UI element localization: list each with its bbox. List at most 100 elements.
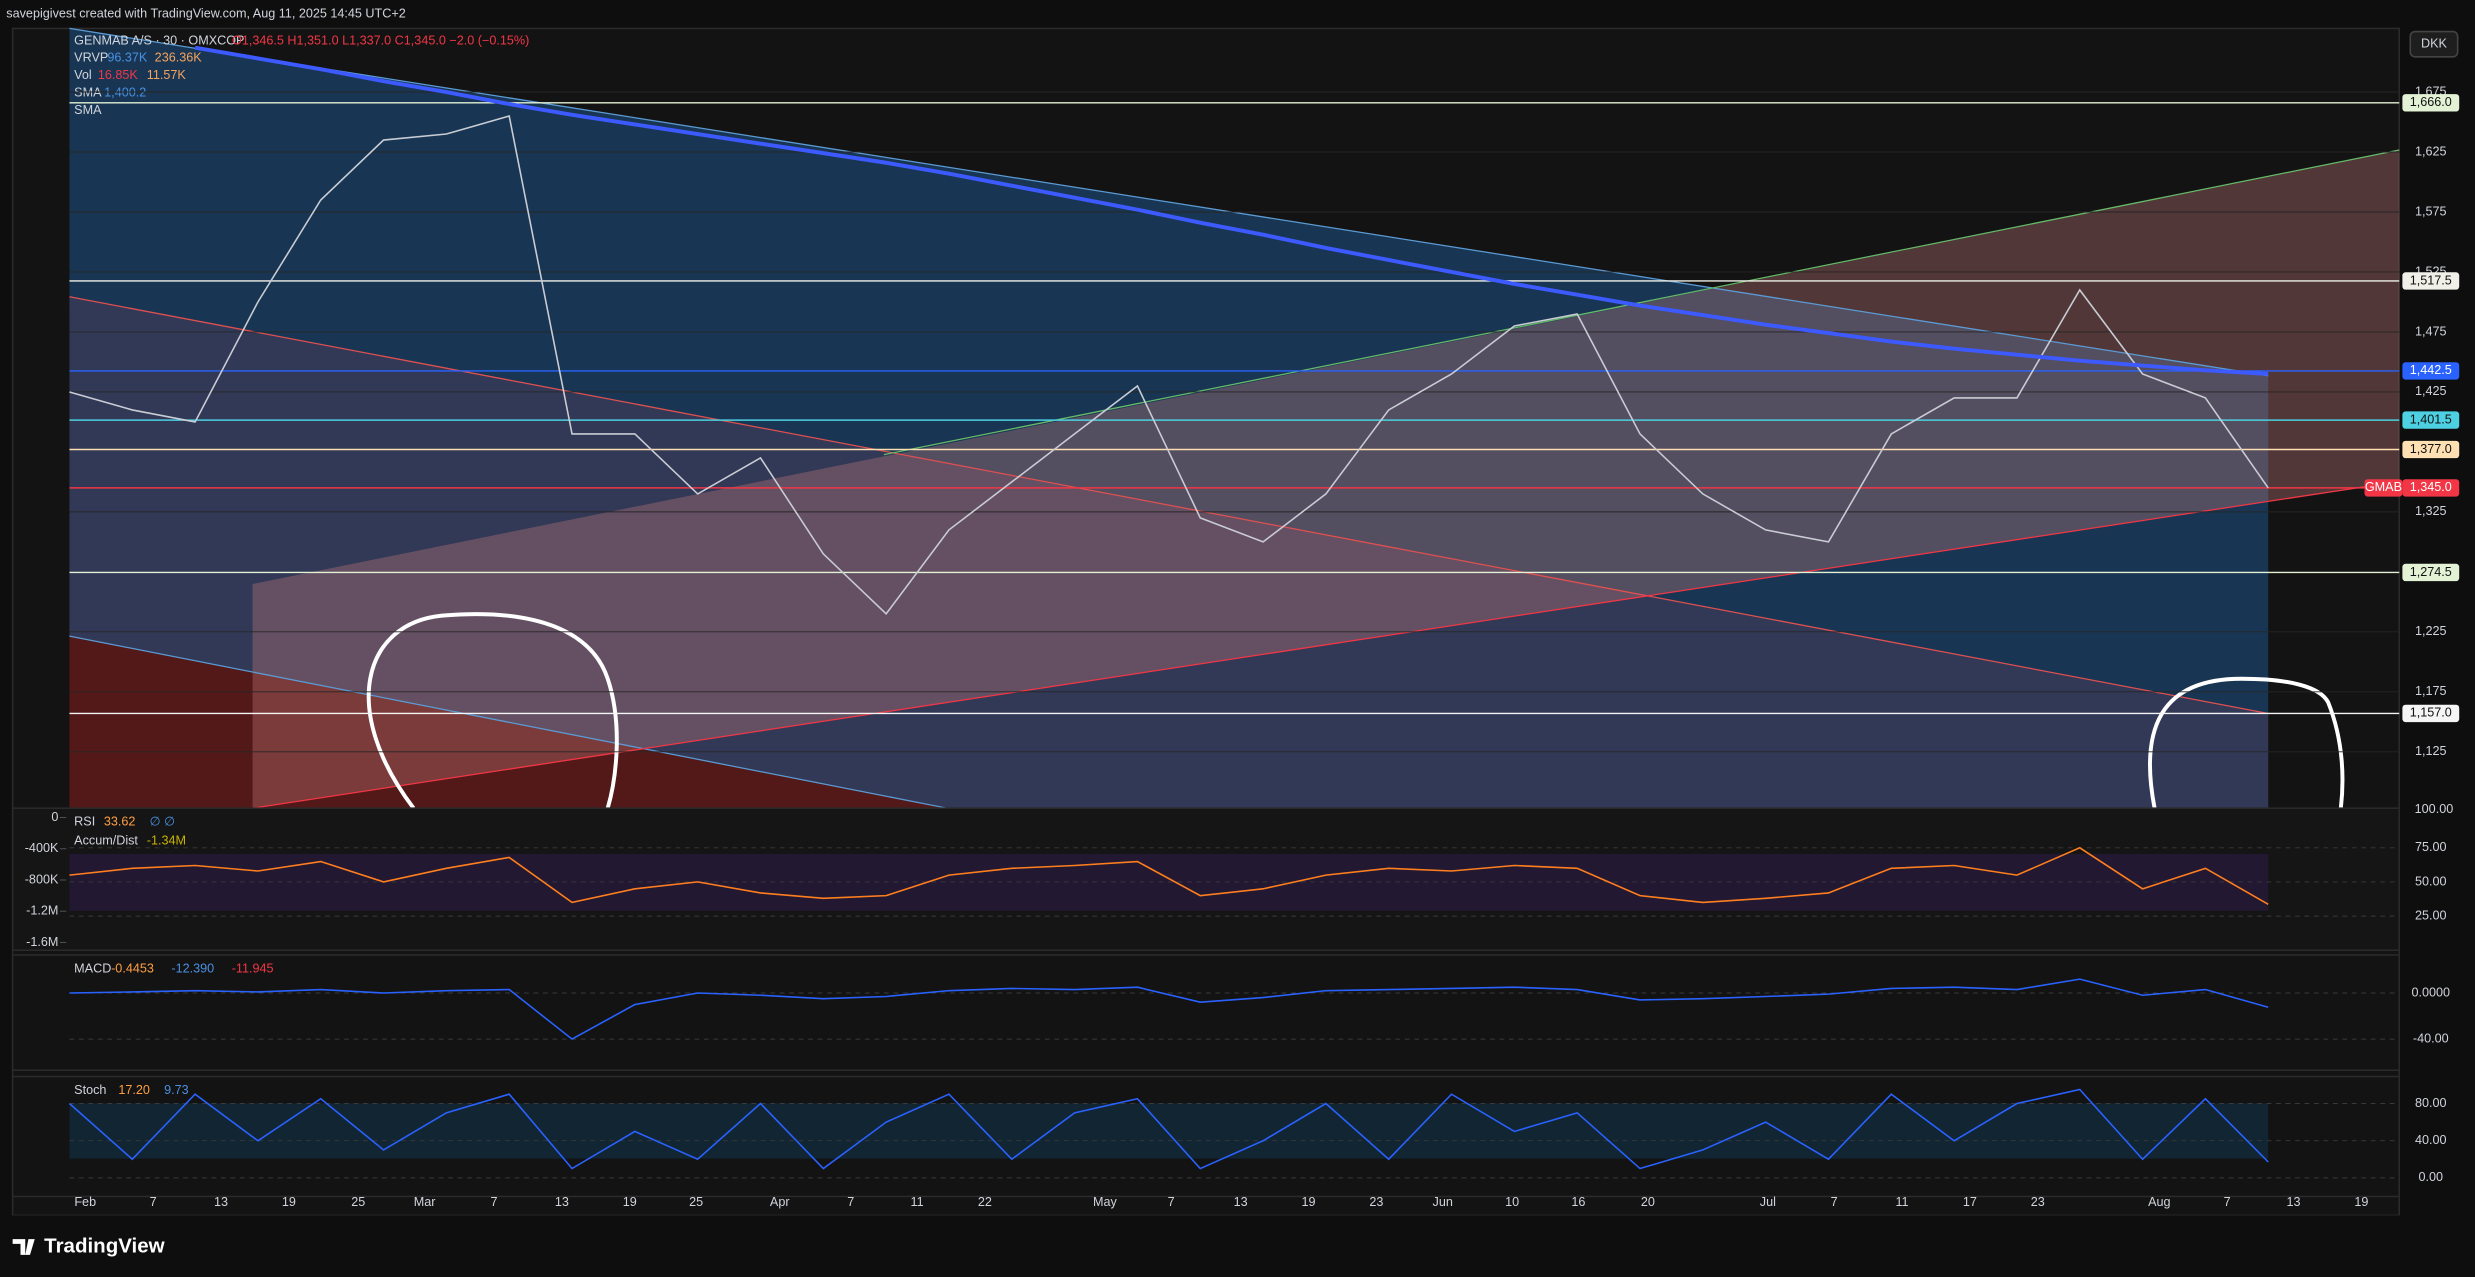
y-tick-label: 1,225 — [2415, 624, 2447, 638]
legend-value: 16.85K — [98, 68, 139, 82]
y-tick-label: 0.0000 — [2412, 985, 2451, 999]
channel-line — [883, 149, 2400, 456]
x-tick-label: 7 — [1831, 1195, 1838, 1209]
stoch-band — [69, 1103, 2269, 1159]
legend-instrument: GENMAB A/S · 30 · OMXCOP — [74, 33, 244, 47]
y-tick-label: 1,425 — [2415, 384, 2447, 398]
channel-line — [69, 296, 2269, 715]
logo — [12, 1239, 35, 1255]
legend-label: Vol — [74, 68, 92, 82]
x-tick-label: 17 — [1963, 1195, 1977, 1209]
y-tick-label: 1,325 — [2415, 504, 2447, 518]
symbol-tag — [2364, 479, 2403, 497]
brand: TradingView — [44, 1234, 164, 1257]
pane-readout: -1.34M — [147, 834, 186, 848]
currency-button[interactable] — [2409, 30, 2459, 58]
y-tick-label: 1,575 — [2415, 204, 2447, 218]
y2-tick-label: 0 — [51, 810, 58, 824]
y-tick-label: 1,475 — [2415, 324, 2447, 338]
y-tick-label: 1,125 — [2415, 744, 2447, 758]
x-tick-label: Jun — [1433, 1195, 1453, 1209]
price-level-tag — [2402, 479, 2460, 497]
price-level-tag — [2402, 94, 2460, 112]
y-tick-label: -40.00 — [2413, 1031, 2449, 1045]
series-line — [69, 115, 2269, 616]
x-tick-label: 23 — [1369, 1195, 1383, 1209]
x-tick-label: 19 — [282, 1195, 296, 1209]
price-level-label: 1,442.5 — [2410, 363, 2452, 377]
annotation-circle — [2147, 676, 2345, 809]
y-tick-label: 40.00 — [2415, 1133, 2447, 1147]
x-tick-label: Aug — [2148, 1195, 2170, 1209]
legend-ohlc: O1,346.5 H1,351.0 L1,337.0 C1,345.0 −2.0… — [232, 33, 529, 47]
pane-title: MACD — [74, 962, 111, 976]
x-tick-label: Jul — [1760, 1195, 1776, 1209]
pane-readout: 33.62 — [104, 815, 136, 829]
pane-title: Stoch — [74, 1083, 106, 1097]
x-tick-label: 7 — [150, 1195, 157, 1209]
price-level-label: 1,517.5 — [2410, 273, 2452, 287]
price-level-tag — [2402, 411, 2460, 429]
x-tick-label: 16 — [1571, 1195, 1585, 1209]
legend-value: 96.37K — [107, 51, 148, 65]
footer — [0, 1215, 2475, 1277]
y2-tick-label: -1.2M — [26, 904, 58, 918]
y-tick-label: 1,625 — [2415, 144, 2447, 158]
x-tick-label: 13 — [555, 1195, 569, 1209]
falling-channel-blue — [69, 28, 2269, 809]
price-level-tag — [2402, 272, 2460, 290]
rising-channel — [252, 149, 2400, 809]
x-tick-label: 19 — [1302, 1195, 1316, 1209]
channel-line — [69, 27, 2269, 377]
legend-value: 236.36K — [155, 51, 203, 65]
x-tick-label: 22 — [978, 1195, 992, 1209]
x-tick-label: 19 — [623, 1195, 637, 1209]
y-tick-label: 0.00 — [2419, 1170, 2444, 1184]
x-tick-label: 13 — [2286, 1195, 2300, 1209]
y-tick-label: 50.00 — [2415, 874, 2447, 888]
currency[interactable]: DKK — [2421, 37, 2448, 51]
x-tick-label: 25 — [351, 1195, 365, 1209]
y-tick-label: 75.00 — [2415, 840, 2447, 854]
x-tick-label: 10 — [1505, 1195, 1519, 1209]
x-tick-label: 7 — [1168, 1195, 1175, 1209]
pane-readout: -11.945 — [232, 962, 274, 976]
pane-title: Accum/Dist — [74, 834, 138, 848]
x-tick-label: 25 — [689, 1195, 703, 1209]
price-level-label: 1,157.0 — [2410, 706, 2452, 720]
price-level-label: 1,401.5 — [2410, 412, 2452, 426]
legend-label: VRVP — [74, 51, 108, 65]
symbol-label: GMAB — [2365, 480, 2402, 494]
series-line — [68, 1088, 2269, 1170]
x-tick-label: 23 — [2031, 1195, 2045, 1209]
y2-tick-label: -800K — [25, 872, 59, 886]
x-tick-label: 19 — [2354, 1195, 2368, 1209]
pane-readout: -0.4453 — [111, 962, 154, 976]
x-tick-label: 13 — [1234, 1195, 1248, 1209]
annotation-circle — [366, 612, 619, 810]
price-level-label: 1,377.0 — [2410, 442, 2452, 456]
channel-line — [69, 635, 948, 809]
macd-pane — [11, 954, 2401, 1071]
attribution: savepigivest created with TradingView.co… — [6, 7, 405, 21]
y-tick-label: 80.00 — [2415, 1096, 2447, 1110]
x-tick-label: Feb — [74, 1195, 96, 1209]
x-tick-label: Mar — [414, 1195, 436, 1209]
price-level-tag — [2402, 704, 2460, 723]
price-level-tag — [2402, 440, 2460, 459]
price-level-label: 1,274.5 — [2410, 565, 2452, 579]
pane-readout: -12.390 — [171, 962, 214, 976]
x-tick-label: 7 — [847, 1195, 854, 1209]
price-level-tag — [2402, 563, 2460, 582]
channel-line — [252, 480, 2400, 809]
x-tick-label: 20 — [1641, 1195, 1655, 1209]
pane-readout: 9.73 — [164, 1083, 189, 1097]
x-tick-label: 7 — [2224, 1195, 2231, 1209]
series-line — [69, 846, 2269, 905]
price-level-label: 1,345.0 — [2410, 480, 2452, 494]
pane-title: RSI — [74, 815, 95, 829]
pane-readout: ∅ ∅ — [150, 815, 175, 829]
price-level-label: 1,666.0 — [2410, 95, 2452, 109]
